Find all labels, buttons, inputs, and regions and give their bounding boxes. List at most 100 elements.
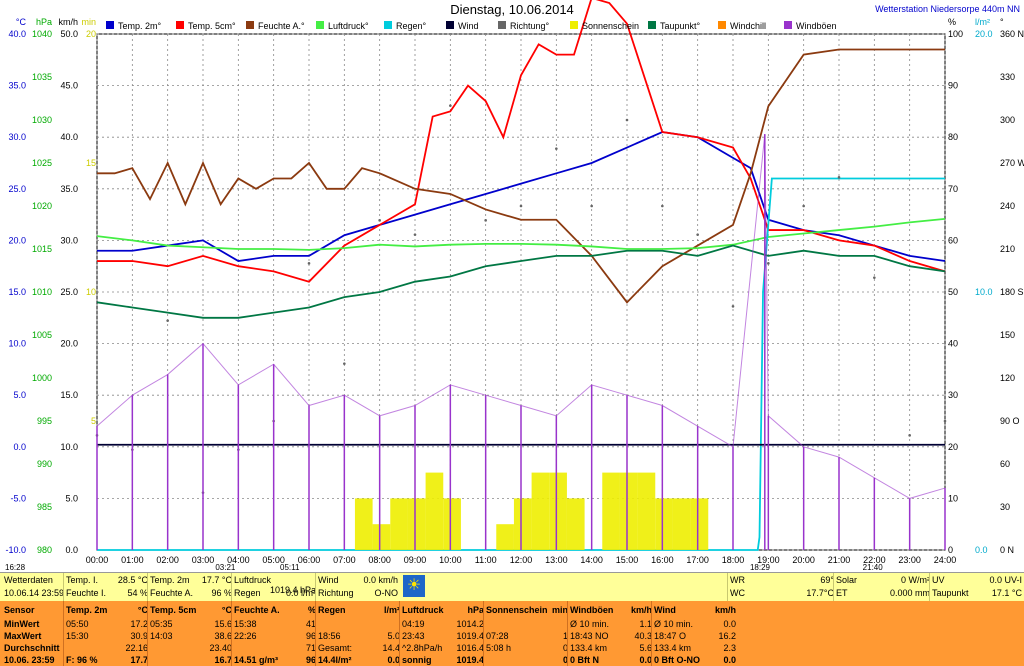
stats-cell: 14.4l/m² 0.0 [318, 655, 400, 665]
x-tick-label: 20:00 [792, 555, 815, 565]
time-annotation: 16:28 [5, 563, 26, 572]
temp-tick-label: 20.0 [8, 235, 26, 245]
live-value: 54 % [127, 588, 148, 598]
live-value: 0 W/m² [901, 575, 930, 585]
live-r1-cell: Solar 0 W/m² [836, 575, 930, 585]
stats-header-label: Sensor [4, 605, 35, 615]
stats-cell: 15:30 30.9 [66, 631, 148, 641]
stats-divider [651, 601, 652, 666]
legend-label: Regen° [396, 21, 427, 31]
legend-label: Luftdruck° [328, 21, 369, 31]
direction-point [555, 147, 558, 150]
direction-point [625, 118, 629, 122]
live-label: Taupunkt [932, 588, 969, 598]
live-divider [315, 573, 316, 601]
live-r2-cell: 10.06.14 23:59 [4, 588, 64, 598]
stats-cell-value: 16.7 [214, 655, 232, 665]
wind-tick-label: 20.0 [60, 339, 78, 349]
axes: 00:00 01:00 02:00 03:00 04:00 05:00 06:00 07:00… [5, 17, 1024, 572]
legend-swatch [446, 21, 454, 29]
stats-cell: 15:38 41 [234, 619, 316, 629]
direction-point [449, 104, 452, 107]
temp-tick-label: 40.0 [8, 29, 26, 39]
live-label: ET [836, 588, 848, 598]
live-label: Temp. I. [66, 575, 99, 585]
stats-header-label: Sonnenschein [486, 605, 548, 615]
live-r1-cell: Temp. 2m 17.7 °C [150, 575, 232, 585]
x-tick-label: 17:00 [686, 555, 709, 565]
live-label: Wetterdaten [4, 575, 53, 585]
series-line [96, 244, 946, 319]
live-label: Luftdruck [234, 575, 272, 585]
pressure-tick-label: 1040 [32, 29, 52, 39]
pressure-tick-label: 1010 [32, 287, 52, 297]
direction-tick-label: 150 [1000, 330, 1015, 340]
live-divider [231, 573, 232, 601]
live-r1-cell: Wetterdaten [4, 575, 64, 585]
direction-point [307, 262, 311, 265]
direction-point [590, 204, 593, 208]
stats-cell: 5:08 h 0 [486, 643, 568, 653]
legend-label: Richtung° [510, 21, 550, 31]
rain-tick-label: 20.0 [975, 29, 993, 39]
sunshine-bar [496, 524, 514, 550]
pressure-tick-label: 1020 [32, 201, 52, 211]
stats-header: Windböen km/h [570, 605, 652, 615]
live-value: 17.7 °C [201, 575, 232, 585]
x-tick-label: 09:00 [404, 555, 427, 565]
stats-header-label: Regen [318, 605, 346, 615]
temp-tick-label: 15.0 [8, 287, 26, 297]
stats-cell-note: 22:26 [234, 631, 257, 641]
direction-tick-label: 30 [1000, 502, 1010, 512]
sun-tick-label: 5 [91, 416, 96, 426]
x-tick-label: 12:00 [510, 555, 533, 565]
legend-swatch [316, 21, 324, 29]
sun-tick-label: 10 [86, 287, 96, 297]
legend[interactable]: Temp. 2m° Temp. 5cm° Feuchte A.° Luftdruck°… [106, 21, 837, 31]
stats-cell-note: 15:30 [66, 631, 89, 641]
pressure-tick-label: 990 [37, 459, 52, 469]
stats-cell: 23.40 [150, 643, 232, 653]
temp-tick-label: -5.0 [10, 493, 26, 503]
live-value: 69° [820, 575, 834, 585]
direction-point [943, 419, 947, 423]
stats-cell-note: 133.4 km [654, 643, 692, 653]
stats-cell-note: sonnig [402, 655, 432, 665]
stats-cell-value: 16.2 [718, 631, 736, 641]
live-label: 10.06.14 23:59 [4, 588, 64, 598]
pressure-tick-label: 985 [37, 502, 52, 512]
live-r2-cell: Richtung O-NO [318, 588, 398, 598]
live-label: Temp. 2m [150, 575, 190, 585]
time-annotation: 18:29 [750, 563, 771, 572]
stats-cell-value: 0.0 [387, 655, 400, 665]
sunshine-bar [372, 524, 391, 550]
x-tick-label: 21:00 [828, 555, 851, 565]
stats-cell: 22:26 96 [234, 631, 316, 641]
legend-label: Sonnenschein [582, 21, 639, 31]
wind-tick-label: 35.0 [60, 184, 78, 194]
humidity-tick-label: 50 [948, 287, 958, 297]
temp-tick-label: 25.0 [8, 184, 26, 194]
humidity-tick-label: 90 [948, 81, 958, 91]
pressure-tick-label: 1000 [32, 373, 52, 383]
legend-item: Temp. 2m° [106, 21, 162, 31]
stats-header-label: Temp. 2m [66, 605, 108, 615]
legend-swatch [498, 21, 506, 29]
stats-header-unit: hPa [467, 605, 484, 615]
sunshine-bar [566, 498, 585, 550]
stats-cell-value: 5.6 [639, 643, 652, 653]
direction-tick-label: 330 [1000, 72, 1015, 82]
stats-cell-note: 18:56 [318, 631, 341, 641]
direction-point [661, 204, 664, 208]
direction-tick-label: 90 O [1000, 416, 1020, 426]
humidity-tick-label: 80 [948, 132, 958, 142]
legend-label: Temp. 2m° [118, 21, 162, 31]
live-divider [63, 573, 64, 601]
humidity-tick-label: 30 [948, 390, 958, 400]
x-tick-label: 03:00 [192, 555, 215, 565]
stats-cell: 71 [234, 643, 316, 653]
stats-cell: 05:35 15.6 [150, 619, 232, 629]
weather-chart: 00:00 01:00 02:00 03:00 04:00 05:00 06:00 07:00… [5, 0, 1024, 572]
live-label: WC [730, 588, 745, 598]
live-r2-cell: Taupunkt 17.1 °C [932, 588, 1022, 598]
